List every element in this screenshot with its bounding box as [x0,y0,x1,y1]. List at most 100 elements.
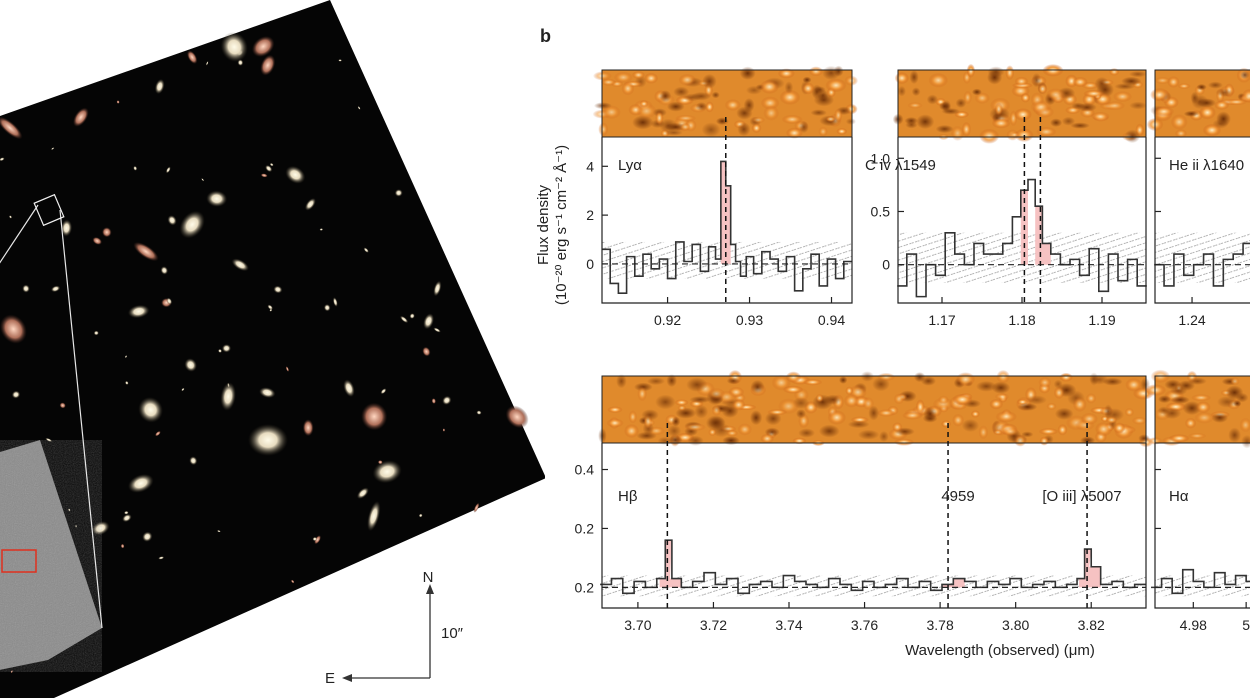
strip-texture [1174,129,1188,138]
strip-texture [1080,436,1096,445]
strip-texture [1083,89,1105,98]
galaxy [319,228,324,231]
strip-texture [1125,377,1143,392]
galaxy [116,100,120,104]
galaxy [505,405,529,429]
x-tick-label: 4.98 [1180,617,1207,633]
strip-texture [796,409,806,419]
spectrum-panel-4: 3.70 3.72 3.74 3.76 3.78 3.80 3.82 0.2 0.2 0.4 Hβ 4… [575,369,1154,633]
galaxy [220,382,236,411]
strip-texture [971,88,982,96]
strip-texture [1138,434,1150,443]
strip-texture [637,386,648,402]
strip-texture [647,377,665,386]
galaxy [154,78,165,95]
strip-texture [785,127,803,139]
axes-frame [1154,137,1250,304]
strip-texture [1230,377,1240,386]
galaxy [304,197,316,211]
strip-texture [941,420,952,428]
galaxy [181,387,185,392]
strip-frame [1154,69,1250,138]
galaxy [361,402,388,431]
strip-texture [1103,404,1113,419]
strip-texture [777,68,796,79]
galaxy [167,215,177,226]
x-tick-label: 1.18 [1008,312,1035,328]
strip-texture [1150,87,1170,102]
galaxy [120,543,125,549]
strip-texture [1071,102,1085,110]
strip-texture [636,103,657,119]
strip-texture [1214,100,1230,110]
strip-texture [904,117,918,125]
strip-texture [1108,68,1120,76]
galaxy [155,430,161,437]
line-annotation: [O iii] λ5007 [1042,488,1121,505]
x-tick-label: 1.17 [928,312,955,328]
strip-texture [677,404,687,411]
line-annotation: 4959 [941,488,974,505]
strip-texture [606,418,624,428]
strip-texture [825,78,847,93]
x-axis-label: Wavelength (observed) (μm) [905,642,1095,659]
x-tick-label: 3.78 [926,617,953,633]
galaxy [59,402,66,409]
strip-texture [935,124,954,134]
strip-texture [979,128,1000,144]
strip-texture [955,372,976,387]
strip-texture [684,423,706,432]
y-tick-label: 1.0 [871,150,891,166]
zoom-lines [0,193,103,629]
strip-texture [976,380,997,392]
strip-texture [726,377,741,385]
galaxy [372,460,402,484]
y-axis-label-line2: (10⁻²⁰ erg s⁻¹ cm⁻² Å⁻¹) [553,145,570,305]
strip-texture [879,430,889,443]
galaxy [91,521,110,536]
galaxy [356,487,369,499]
galaxy [399,315,409,324]
strip-texture [989,398,1004,410]
galaxy [50,285,61,293]
strip-texture [711,404,722,417]
galaxy [184,358,197,372]
bright-galaxy [248,424,288,456]
compass-east-label: E [325,670,335,687]
strip-texture [1053,386,1065,400]
strip-texture [1046,402,1057,411]
strip-texture [1195,401,1211,414]
strip-texture [1158,395,1171,404]
strip-texture [779,89,801,106]
strip-texture [1072,76,1088,88]
strip-texture [682,93,702,102]
strip-texture [1031,72,1042,88]
galaxy [394,189,403,197]
strip-texture [913,372,926,383]
strip-texture [1038,376,1052,389]
strip-texture [961,419,980,432]
strip-frame [601,375,1147,444]
galaxy [133,165,138,171]
line-label: He ii λ1640 [1169,157,1244,174]
strip-texture [785,371,802,383]
strip-texture [687,435,704,446]
galaxy [92,236,102,245]
strip-texture [1198,105,1216,120]
strip-texture [991,381,1011,394]
strip-texture [763,105,780,121]
noise-band [1155,575,1250,597]
strip-texture [745,85,763,95]
galaxy [473,502,480,513]
strip-texture [782,385,804,394]
strip-texture [1037,83,1048,95]
inset-image [0,440,102,670]
strip-texture [1089,372,1099,386]
galaxy [22,284,30,293]
strip-texture [915,399,925,415]
spectrum-line [897,178,1147,298]
galaxy [10,670,13,674]
strip-texture [1104,101,1126,111]
y-tick-label: 0.5 [871,203,891,219]
strip-texture [939,101,951,111]
